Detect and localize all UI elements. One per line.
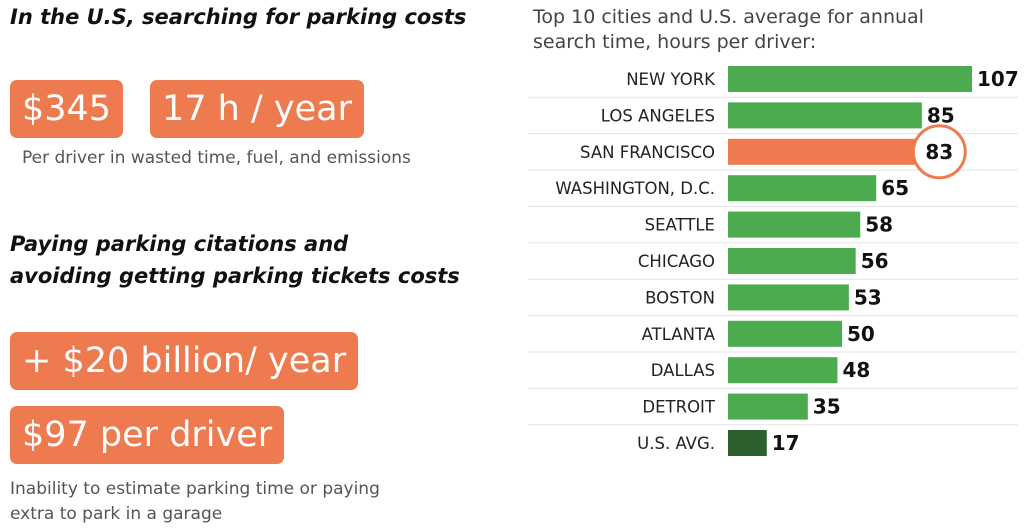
search-cost-heading: In the U.S, searching for parking costs <box>10 5 467 29</box>
value-label: 35 <box>813 395 841 419</box>
value-label: 85 <box>927 103 955 127</box>
category-label: SAN FRANCISCO <box>580 143 715 162</box>
cost-badge: $345 <box>10 80 124 138</box>
category-label: U.S. AVG. <box>637 434 715 453</box>
chart-title-line1: Top 10 cities and U.S. average for annua… <box>533 6 924 28</box>
bar <box>728 357 838 384</box>
value-label: 53 <box>854 285 882 309</box>
value-label: 65 <box>881 176 909 200</box>
category-label: WASHINGTON, D.C. <box>555 179 715 198</box>
citations-heading-line2: avoiding getting parking tickets costs <box>10 264 460 288</box>
bar <box>728 175 877 202</box>
bar <box>728 393 808 420</box>
category-label: BOSTON <box>645 288 715 307</box>
garage-note-line1: Inability to estimate parking time or pa… <box>10 479 380 499</box>
time-badge: 17 h / year <box>150 80 364 138</box>
bar <box>728 66 972 92</box>
chart-title: Top 10 cities and U.S. average for annua… <box>533 5 1013 55</box>
bar <box>728 430 767 456</box>
bar <box>728 248 856 274</box>
category-label: ATLANTA <box>642 325 716 344</box>
bar <box>728 211 861 238</box>
chart-title-line2: search time, hours per driver: <box>533 31 817 53</box>
bar <box>728 102 922 129</box>
category-label: SEATTLE <box>645 216 715 235</box>
value-label: 48 <box>842 358 870 382</box>
wasted-time-note: Per driver in wasted time, fuel, and emi… <box>22 148 411 168</box>
chart-panel: Top 10 cities and U.S. average for annua… <box>528 0 1024 532</box>
value-label: 83 <box>925 140 953 164</box>
value-label: 56 <box>861 249 889 273</box>
per-driver-badge: $97 per driver <box>10 406 285 464</box>
bar <box>728 284 849 311</box>
category-label: DETROIT <box>642 398 716 417</box>
category-label: CHICAGO <box>638 252 715 271</box>
bar <box>728 320 843 347</box>
citations-heading-line1: Paying parking citations and <box>10 232 349 256</box>
bar-chart: NEW YORK 107 LOS ANGELES 85 SAN FRANCISCO 83 W… <box>528 66 1019 456</box>
value-label: 58 <box>865 213 893 237</box>
value-label: 50 <box>847 322 875 346</box>
garage-note-line2: extra to park in a garage <box>10 504 223 524</box>
category-label: LOS ANGELES <box>601 106 715 125</box>
bar <box>728 138 918 165</box>
highlight-circle <box>911 124 967 180</box>
category-label: DALLAS <box>651 361 715 380</box>
value-label: 107 <box>977 67 1019 91</box>
category-label: NEW YORK <box>626 70 716 89</box>
billion-badge: + $20 billion/ year <box>10 332 359 390</box>
left-panel: In the U.S, searching for parking costs … <box>0 0 500 532</box>
value-label: 17 <box>772 431 800 455</box>
